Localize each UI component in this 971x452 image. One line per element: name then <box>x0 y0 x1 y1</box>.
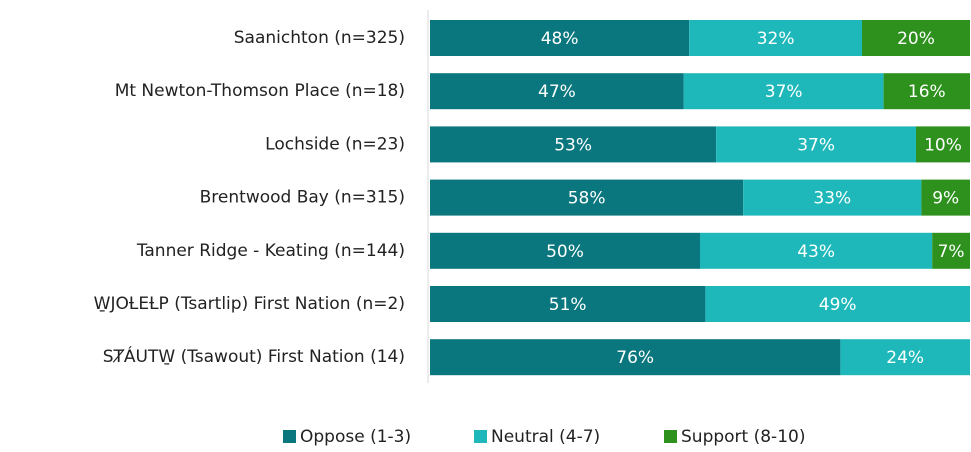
category-label: Saanichton (n=325) <box>234 28 405 48</box>
value-label: 37% <box>797 135 835 155</box>
bar-segment <box>840 339 970 376</box>
value-label: 32% <box>757 29 795 49</box>
bar-segment <box>430 73 684 110</box>
value-label: 10% <box>924 135 962 155</box>
bar-segment <box>430 179 744 216</box>
category-label: Tanner Ridge - Keating (n=144) <box>136 241 405 261</box>
bar-segment <box>689 20 862 56</box>
bar-segment <box>430 20 690 56</box>
bar-segment <box>921 179 970 216</box>
category-label: W̱JOȽEȽP (Tsartlip) First Nation (n=2) <box>94 294 405 314</box>
category-label: Brentwood Bay (n=315) <box>200 188 405 208</box>
bar-segment <box>743 179 922 216</box>
bar-segment <box>683 73 884 110</box>
legend-swatch <box>283 430 296 443</box>
value-label: 33% <box>813 189 851 209</box>
legend-swatch <box>474 430 487 443</box>
value-label: 51% <box>549 295 587 315</box>
value-label: 16% <box>908 82 946 102</box>
bar-segment <box>705 286 970 322</box>
value-label: 47% <box>538 82 576 102</box>
category-label: SȾÁUTW̱ (Tsawout) First Nation (14) <box>103 345 405 367</box>
category-label: Mt Newton-Thomson Place (n=18) <box>115 81 405 101</box>
value-label: 24% <box>886 348 924 368</box>
legend-swatch <box>664 430 677 443</box>
value-label: 43% <box>797 242 835 262</box>
value-label: 37% <box>765 82 803 102</box>
bar-segment <box>883 73 970 110</box>
value-label: 7% <box>938 242 965 262</box>
bar-segment <box>430 232 700 269</box>
value-label: 76% <box>616 348 654 368</box>
bar-segment <box>916 126 970 163</box>
value-label: 49% <box>819 295 857 315</box>
bar-segment <box>430 339 841 376</box>
value-label: 50% <box>546 242 584 262</box>
legend-label: Support (8-10) <box>681 427 805 447</box>
bar-segment <box>430 126 717 163</box>
category-label: Lochside (n=23) <box>265 134 405 154</box>
value-label: 53% <box>554 135 592 155</box>
bar-segment <box>700 232 933 269</box>
value-label: 20% <box>897 29 935 49</box>
legend-label: Neutral (4-7) <box>491 427 600 447</box>
value-label: 48% <box>541 29 579 49</box>
bar-segment <box>716 126 916 163</box>
legend-label: Oppose (1-3) <box>300 427 411 447</box>
bar-segment <box>932 232 970 269</box>
bar-segment <box>430 286 706 322</box>
bar-segment <box>862 20 970 56</box>
value-label: 9% <box>932 189 959 209</box>
value-label: 58% <box>568 189 606 209</box>
